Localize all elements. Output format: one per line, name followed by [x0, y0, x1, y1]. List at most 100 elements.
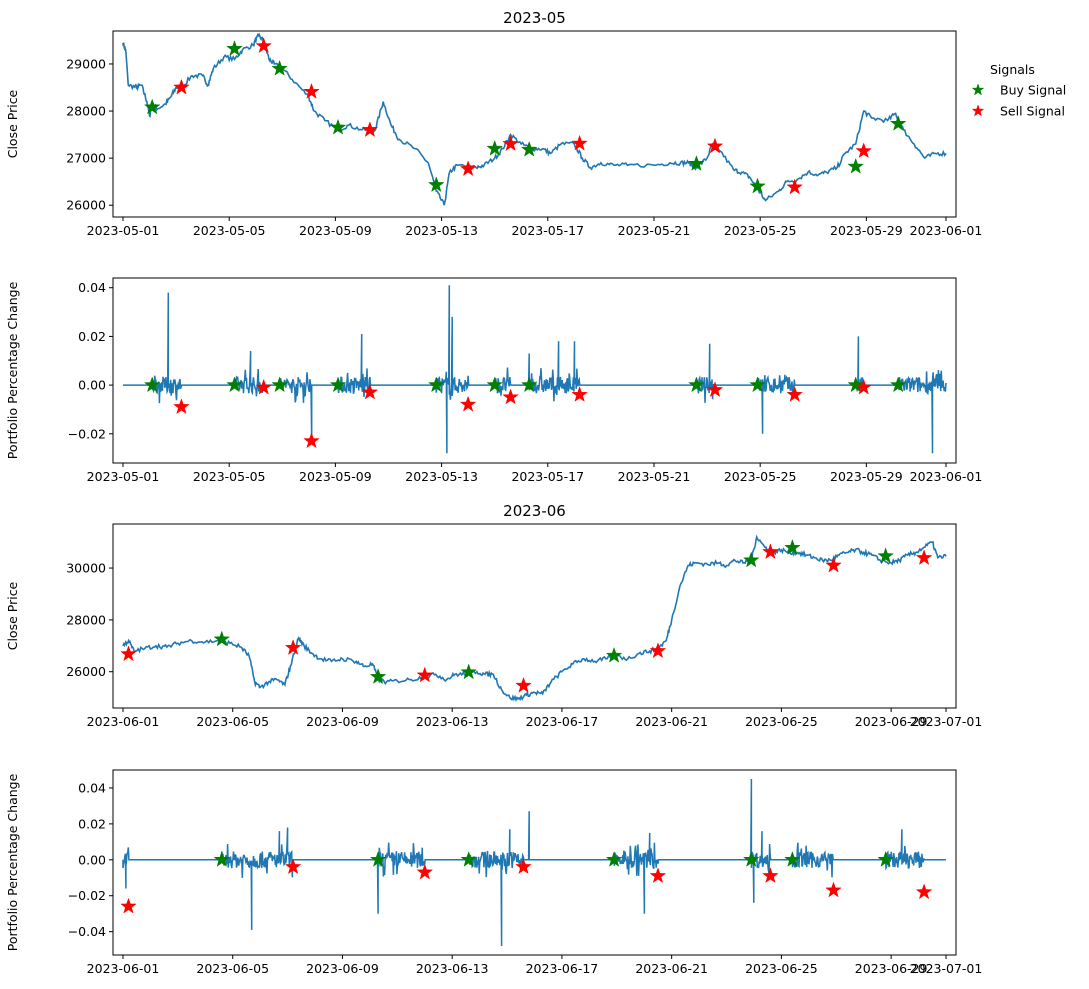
- sell-signal-marker: [786, 386, 804, 402]
- x-tick-label: 2023-06-21: [635, 961, 708, 976]
- x-tick-label: 2023-06-29: [855, 714, 928, 729]
- buy-signal-marker: [329, 118, 347, 135]
- buy-signal-marker: [847, 157, 865, 174]
- sell-signal-marker: [571, 386, 588, 402]
- panel-1: 2023-05 Close Price 2023-05-01 2023-05-05 20…: [5, 9, 982, 238]
- legend-entry-sell: Sell Signal: [971, 104, 1065, 119]
- sell-signal-marker: [284, 639, 302, 655]
- sell-signal-marker: [915, 549, 933, 566]
- buy-signal-marker: [688, 155, 705, 171]
- series-line-group: [123, 285, 947, 454]
- y-tick-label: 28000: [66, 104, 106, 119]
- x-tick-label: 2023-06-05: [196, 714, 269, 729]
- panel-2: Portfolio Percentage Change 2023-05-01 202…: [5, 277, 983, 484]
- x-tick-label: 2023-05-05: [193, 469, 266, 484]
- x-tick-label: 2023-06-01: [87, 714, 160, 729]
- buy-signal-marker: [889, 115, 907, 131]
- buy-signal-marker: [749, 376, 766, 393]
- y-tick-label: 29000: [66, 56, 106, 71]
- buy-signal-marker: [427, 376, 445, 393]
- y-axis-label: Close Price: [5, 581, 20, 650]
- sell-signal-marker: [255, 37, 273, 54]
- y-tick-label: 28000: [66, 612, 106, 627]
- sell-signal-marker: [303, 432, 320, 449]
- buy-signal-marker: [213, 851, 231, 867]
- y-axis-label: Portfolio Percentage Change: [5, 773, 20, 951]
- sell-signal-marker: [502, 388, 519, 405]
- sell-signal-marker: [303, 82, 320, 99]
- buy-signal-marker: [889, 376, 907, 393]
- series-line-group: [122, 32, 947, 206]
- y-tick-label: 0.04: [78, 280, 106, 295]
- buy-signal-marker: [742, 551, 760, 568]
- panel-title: 2023-06: [503, 502, 566, 520]
- x-tick-label: 2023-06-21: [635, 714, 708, 729]
- y-tick-label: 0.02: [78, 329, 106, 344]
- sell-signal-marker: [825, 881, 842, 898]
- y-tick-label: 0.04: [78, 780, 106, 795]
- sell-signal-marker: [571, 134, 588, 151]
- x-tick-label: 2023-06-17: [526, 961, 599, 976]
- y-tick-label: −0.02: [68, 888, 106, 903]
- legend-entry-buy: Buy Signal: [971, 83, 1066, 98]
- series-line-group: [122, 778, 946, 947]
- sell-signal-marker: [649, 642, 667, 659]
- legend-title: Signals: [990, 62, 1035, 77]
- sell-signal-marker: [502, 135, 519, 152]
- x-tick-label: 2023-06-09: [306, 961, 379, 976]
- buy-signal-marker: [143, 98, 161, 115]
- x-tick-label: 2023-06-05: [196, 961, 269, 976]
- buy-signal-marker: [226, 40, 243, 57]
- buy-signal-marker: [877, 851, 895, 867]
- x-tick-label: 2023-06-01: [910, 469, 983, 484]
- portfolio-change-line: [122, 778, 946, 947]
- x-tick-label: 2023-05-25: [724, 223, 797, 238]
- sell-signal-marker: [416, 666, 434, 683]
- sell-signal-marker: [120, 897, 137, 914]
- x-tick-label: 2023-05-21: [618, 469, 691, 484]
- y-tick-label: 0.02: [78, 816, 106, 831]
- legend-star-icon: [971, 83, 985, 96]
- axes-frame: [112, 769, 957, 956]
- sell-signal-marker: [515, 676, 532, 693]
- sell-signal-marker: [459, 160, 477, 177]
- sell-signal-marker: [284, 858, 302, 875]
- sell-signal-marker: [649, 867, 667, 884]
- panels: 2023-05 Close Price 2023-05-01 2023-05-05 20…: [5, 9, 982, 976]
- sell-signal-marker: [459, 395, 477, 412]
- sell-signal-marker: [855, 142, 873, 159]
- buy-signal-marker: [486, 139, 504, 156]
- x-tick-label: 2023-06-25: [745, 961, 818, 976]
- buy-signal-marker: [369, 668, 387, 685]
- buy-signal-marker: [226, 376, 243, 393]
- y-tick-label: −0.04: [68, 924, 106, 939]
- y-axis-label: Close Price: [5, 89, 20, 158]
- buy-signal-marker: [688, 376, 705, 393]
- sell-signal-marker: [762, 867, 779, 884]
- buy-signal-marker: [847, 376, 865, 393]
- sell-signal-marker: [706, 381, 724, 398]
- buy-signal-marker: [877, 547, 895, 564]
- series-line-group: [122, 534, 947, 703]
- y-tick-label: 0.00: [78, 378, 106, 393]
- buy-signal-marker: [784, 539, 801, 555]
- axes-frame: [112, 523, 957, 709]
- panel-3: 2023-06 Close Price 2023-06-01 2023-06-05 20…: [5, 502, 982, 729]
- y-tick-label: 30000: [66, 561, 106, 576]
- x-tick-label: 2023-05-09: [299, 223, 372, 238]
- panel-title: 2023-05: [503, 9, 566, 27]
- x-tick-label: 2023-05-13: [405, 223, 478, 238]
- axes-frame: [112, 277, 957, 464]
- x-tick-label: 2023-05-01: [87, 469, 160, 484]
- y-tick-label: 0.00: [78, 852, 106, 867]
- x-tick-label: 2023-06-17: [526, 714, 599, 729]
- x-tick-label: 2023-05-09: [299, 469, 372, 484]
- x-tick-label: 2023-05-13: [405, 469, 478, 484]
- y-tick-label: 26000: [66, 664, 106, 679]
- x-tick-label: 2023-06-25: [745, 714, 818, 729]
- x-tick-label: 2023-05-17: [511, 469, 584, 484]
- x-tick-label: 2023-05-17: [511, 223, 584, 238]
- buy-signal-marker: [749, 177, 766, 194]
- x-tick-label: 2023-05-29: [830, 223, 903, 238]
